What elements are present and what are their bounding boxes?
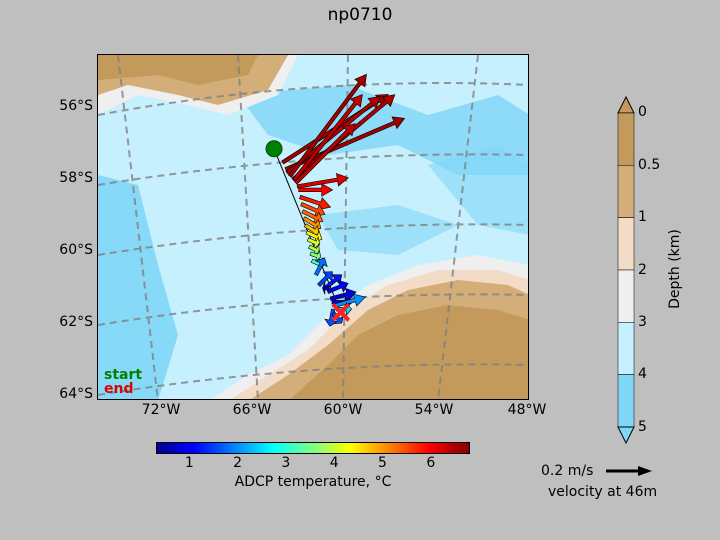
plot-title: np0710 — [327, 5, 393, 25]
lat-label-60: 60°S — [59, 242, 93, 258]
bathymetry-map — [98, 55, 528, 399]
lon-label-72: 72°W — [141, 402, 181, 418]
temperature-tick-4: 4 — [329, 455, 339, 471]
depth-band-5 — [617, 374, 635, 428]
depth-band-1 — [617, 165, 635, 218]
end-marker — [331, 302, 351, 322]
start-marker — [265, 140, 283, 158]
lat-label-64: 64°S — [59, 386, 93, 402]
velocity-vector-20 — [317, 271, 333, 288]
lon-label-66: 66°W — [232, 402, 272, 418]
lat-label-58: 58°S — [59, 170, 93, 186]
lon-label-48: 48°W — [507, 402, 547, 418]
velocity-vector-15 — [306, 236, 321, 250]
velocity-vector-8 — [298, 183, 334, 197]
depth-colorbar — [617, 96, 635, 445]
depth-band-3 — [617, 269, 635, 323]
legend-start: start — [104, 367, 143, 383]
depth-band-2 — [617, 217, 635, 271]
depth-band-4 — [617, 322, 635, 375]
quiver-key-caption: velocity at 46m — [548, 484, 658, 500]
velocity-vector-3 — [288, 73, 367, 178]
lat-label-56: 56°S — [59, 98, 93, 114]
velocity-vector-25 — [334, 293, 367, 308]
velocity-vector-23 — [329, 287, 357, 302]
depth-band-0 — [617, 112, 635, 166]
lat-label-62: 62°S — [59, 314, 93, 330]
temperature-tick-5: 5 — [378, 455, 387, 471]
temperature-tick-6: 6 — [426, 455, 436, 471]
temperature-colorbar — [156, 442, 470, 454]
lon-label-54: 54°W — [414, 402, 454, 418]
depth-tick-0: 0 — [638, 104, 647, 120]
temperature-tick-1: 1 — [184, 455, 194, 471]
velocity-vector-5 — [292, 94, 363, 182]
velocity-vector-17 — [309, 248, 322, 263]
velocity-vector-6 — [294, 123, 356, 185]
map-area — [97, 54, 529, 400]
temperature-tick-3: 3 — [281, 455, 291, 471]
velocity-vector-19 — [313, 257, 328, 277]
velocity-vector-16 — [307, 243, 320, 257]
velocity-vector-7 — [296, 173, 349, 189]
depth-tick-2: 2 — [638, 262, 647, 278]
depth-tick-0-5: 0.5 — [638, 157, 661, 173]
depth-tick-3: 3 — [638, 314, 647, 330]
velocity-vector-27 — [322, 281, 330, 295]
quiver-key-speed: 0.2 m/s — [541, 463, 594, 479]
temperature-tick-2: 2 — [233, 455, 243, 471]
depth-tick-1: 1 — [638, 209, 647, 225]
temperature-colorbar-label: ADCP temperature, °C — [234, 474, 392, 490]
depth-colorbar-label: Depth (km) — [667, 229, 683, 309]
quiver-key-arrow — [606, 466, 652, 476]
legend-end: end — [104, 381, 134, 397]
depth-tick-4: 4 — [638, 366, 647, 382]
lon-label-60: 60°W — [323, 402, 363, 418]
depth-tick-5: 5 — [638, 419, 647, 435]
